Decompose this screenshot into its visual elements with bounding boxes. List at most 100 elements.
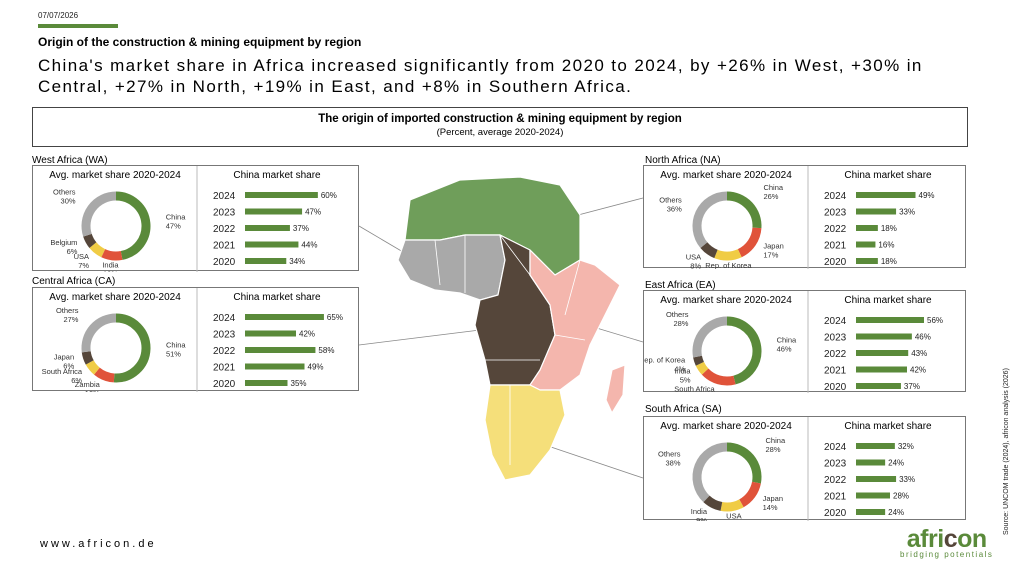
bar-year-label: 2020 — [824, 508, 847, 519]
donut-label-india: India10% — [102, 261, 119, 272]
donut-slice-japan — [81, 350, 94, 365]
donut-slice-japan — [737, 227, 762, 258]
donut-label-others: Others 27% — [56, 306, 79, 324]
bar-year-label: 2021 — [824, 241, 847, 252]
bar-2024 — [245, 192, 318, 198]
bar-2020 — [245, 380, 288, 386]
bar-2022 — [856, 476, 897, 482]
bar-2023 — [856, 333, 912, 340]
africon-logo: africon bridging potentials — [900, 525, 994, 560]
bar-value-label: 37% — [904, 382, 920, 391]
bar-chart-title: China market share — [844, 170, 932, 181]
donut-label-belgium: Belgium 6% — [50, 238, 77, 256]
bar-value-label: 16% — [878, 241, 894, 250]
bar-year-label: 2020 — [824, 257, 847, 268]
donut-label-india: India 5% — [674, 367, 691, 385]
bar-year-label: 2023 — [824, 208, 847, 219]
bar-value-label: 33% — [899, 208, 915, 217]
map-region-south-africa-sa — [484, 384, 566, 481]
donut-label-usa: USA 8% — [686, 253, 702, 269]
donut-slice-zambia — [94, 367, 115, 383]
donut-slice-rep-of-korea — [714, 248, 742, 261]
bar-value-label: 34% — [289, 257, 305, 266]
donut-label-china: China 26% — [763, 183, 783, 201]
donut-label-others: Others 36% — [659, 196, 682, 214]
donut-slice-japan — [739, 481, 761, 508]
donut-slice-india — [703, 495, 723, 511]
bar-value-label: 56% — [927, 316, 943, 325]
website-link[interactable]: www.africon.de — [40, 538, 157, 550]
donut-label-others: Others 28% — [666, 310, 689, 328]
donut-slice-china — [726, 191, 762, 229]
bar-2022 — [856, 225, 878, 231]
panel-east-africa: Avg. market share 2020-2024 China market … — [643, 290, 966, 393]
donut-slice-others — [692, 316, 728, 358]
bar-2020 — [856, 509, 886, 515]
bar-2021 — [856, 366, 907, 373]
bar-year-label: 2021 — [824, 492, 847, 503]
bar-value-label: 49% — [308, 363, 324, 372]
donut-label-china: China 28% — [766, 436, 786, 454]
bar-value-label: 37% — [293, 224, 309, 233]
region-title-ca: Central Africa (CA) — [32, 276, 116, 287]
donut-label-china: China 47% — [166, 212, 186, 230]
bar-year-label: 2023 — [213, 330, 236, 341]
bar-year-label: 2024 — [824, 316, 847, 327]
donut-slice-india — [695, 361, 709, 375]
bar-2020 — [856, 258, 878, 264]
bar-2020 — [856, 383, 901, 389]
donut-label-india: India 9% — [691, 507, 708, 521]
bar-2023 — [856, 459, 886, 466]
report-date: 07/07/2026 — [38, 11, 79, 20]
donut-slice-india — [101, 248, 123, 261]
donut-label-usa: USA11% — [726, 511, 741, 521]
donut-label-china: China 51% — [166, 341, 186, 359]
donut-slice-usa — [720, 499, 744, 512]
donut-slice-usa — [89, 242, 106, 258]
headline: China's market share in Africa increased… — [38, 56, 923, 96]
region-title-na: North Africa (NA) — [645, 155, 721, 166]
map-border — [564, 259, 581, 316]
donut-label-zambia: Zambia10% — [75, 380, 101, 392]
bar-2022 — [245, 347, 316, 353]
donut-title: Avg. market share 2020-2024 — [660, 295, 792, 306]
map-border — [499, 234, 531, 276]
panel-north-africa: Avg. market share 2020-2024 China market … — [643, 165, 966, 269]
bar-year-label: 2022 — [824, 224, 847, 235]
donut-title: Avg. market share 2020-2024 — [660, 421, 792, 432]
bar-year-label: 2024 — [213, 313, 236, 324]
bar-value-label: 65% — [327, 313, 343, 322]
bar-year-label: 2022 — [824, 349, 847, 360]
bar-year-label: 2023 — [824, 333, 847, 344]
map-border — [434, 239, 441, 286]
bar-year-label: 2024 — [213, 191, 236, 202]
bar-year-label: 2023 — [213, 208, 236, 219]
bar-chart-title: China market share — [233, 170, 321, 181]
connector-line — [544, 444, 644, 479]
bar-value-label: 49% — [919, 191, 935, 200]
bar-chart-title: China market share — [844, 295, 932, 306]
bar-value-label: 47% — [305, 208, 321, 217]
bar-value-label: 18% — [881, 224, 897, 233]
bar-year-label: 2021 — [824, 366, 847, 377]
bar-value-label: 42% — [299, 330, 315, 339]
donut-label-rep-of-korea: Rep. of Korea13% — [705, 261, 752, 269]
bar-2024 — [856, 443, 895, 449]
panel-west-africa: Avg. market share 2020-2024 China market … — [32, 165, 359, 272]
bar-2023 — [245, 208, 303, 215]
donut-label-japan: Japan 17% — [763, 242, 783, 260]
bar-chart-title: China market share — [844, 421, 932, 432]
bar-value-label: 46% — [915, 333, 931, 342]
donut-slice-rep-of-korea — [693, 355, 704, 366]
donut-slice-belgium — [83, 233, 97, 248]
bar-year-label: 2023 — [824, 459, 847, 470]
bar-year-label: 2024 — [824, 191, 847, 202]
bar-2024 — [856, 317, 924, 323]
donut-label-usa: USA 7% — [74, 252, 90, 270]
bar-2023 — [856, 208, 897, 215]
region-title-wa: West Africa (WA) — [32, 155, 108, 166]
donut-slice-south-africa — [85, 360, 100, 375]
donut-slice-south-africa — [701, 368, 736, 386]
bar-2020 — [245, 258, 287, 264]
donut-label-japan: Japan 6% — [54, 353, 75, 371]
